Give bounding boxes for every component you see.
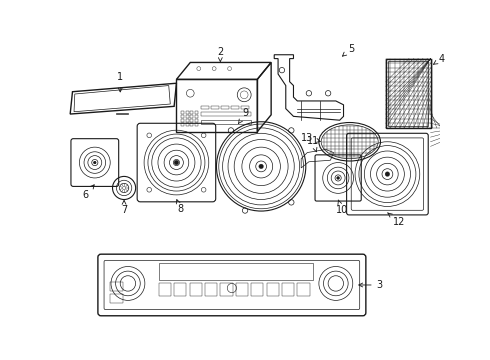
Bar bbox=[186, 111, 189, 114]
Text: 8: 8 bbox=[176, 199, 183, 214]
Text: 5: 5 bbox=[343, 44, 354, 56]
Text: 10: 10 bbox=[336, 200, 348, 215]
Bar bbox=[195, 111, 198, 114]
Text: 4: 4 bbox=[434, 54, 445, 64]
Bar bbox=[220, 283, 233, 296]
Bar bbox=[195, 119, 198, 122]
Bar bbox=[159, 264, 313, 280]
Circle shape bbox=[174, 160, 179, 165]
Circle shape bbox=[337, 176, 340, 180]
Bar bbox=[190, 283, 202, 296]
Bar bbox=[176, 80, 257, 132]
Text: 9: 9 bbox=[239, 108, 249, 123]
Bar bbox=[388, 61, 428, 126]
Bar bbox=[190, 111, 194, 114]
Bar bbox=[190, 123, 194, 126]
Bar bbox=[251, 283, 264, 296]
Bar bbox=[201, 105, 209, 109]
Bar bbox=[211, 105, 219, 109]
Bar bbox=[181, 123, 184, 126]
Bar bbox=[159, 283, 171, 296]
Bar bbox=[181, 115, 184, 118]
Bar bbox=[297, 283, 310, 296]
Bar bbox=[190, 115, 194, 118]
Bar bbox=[110, 294, 122, 303]
Bar bbox=[195, 115, 198, 118]
Bar bbox=[186, 123, 189, 126]
Bar bbox=[190, 119, 194, 122]
Bar bbox=[282, 283, 294, 296]
Bar bbox=[241, 105, 249, 109]
Bar bbox=[201, 120, 251, 124]
Bar bbox=[110, 282, 122, 291]
Bar bbox=[267, 283, 279, 296]
Text: 13: 13 bbox=[301, 133, 320, 143]
Bar bbox=[221, 105, 229, 109]
Bar bbox=[195, 123, 198, 126]
Bar bbox=[205, 283, 217, 296]
Bar bbox=[174, 283, 186, 296]
Circle shape bbox=[259, 164, 264, 169]
Text: 12: 12 bbox=[388, 213, 405, 227]
Text: 11: 11 bbox=[307, 136, 319, 152]
Text: 1: 1 bbox=[117, 72, 123, 92]
Circle shape bbox=[385, 172, 390, 176]
Bar bbox=[181, 119, 184, 122]
Bar bbox=[231, 105, 239, 109]
Text: 6: 6 bbox=[82, 185, 94, 200]
Circle shape bbox=[94, 161, 96, 164]
Bar bbox=[181, 111, 184, 114]
Text: 2: 2 bbox=[217, 47, 223, 62]
Bar bbox=[201, 112, 251, 116]
Bar bbox=[186, 119, 189, 122]
Bar bbox=[386, 59, 431, 128]
Text: 7: 7 bbox=[121, 201, 127, 215]
Text: 3: 3 bbox=[359, 280, 383, 290]
Bar bbox=[186, 115, 189, 118]
Bar bbox=[236, 283, 248, 296]
